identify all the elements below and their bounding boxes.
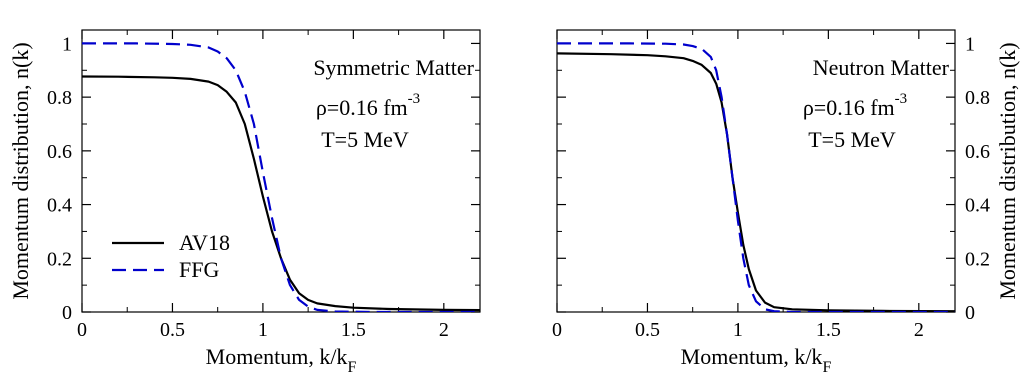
x-tick-label: 1 bbox=[258, 319, 268, 341]
plot-frame bbox=[556, 29, 956, 313]
x-tick-label: 1 bbox=[733, 319, 743, 341]
series-ffg-line bbox=[557, 42, 955, 312]
y-tick-label: 0 bbox=[965, 302, 975, 324]
x-tick-label: 0.5 bbox=[635, 319, 660, 341]
x-axis-label: Momentum, k/kF bbox=[681, 344, 832, 376]
y-tick-label: 0.2 bbox=[47, 248, 72, 270]
x-tick-label: 0.5 bbox=[160, 319, 185, 341]
plot-frame bbox=[81, 29, 481, 313]
legend-label-ffg: FFG bbox=[179, 257, 219, 282]
annotation-title: Neutron Matter bbox=[813, 55, 950, 80]
y-tick-label: 1 bbox=[62, 33, 72, 55]
x-tick-label: 2 bbox=[914, 319, 924, 341]
y-tick-label: 0.4 bbox=[965, 195, 990, 217]
x-tick-label: 1.5 bbox=[341, 319, 366, 341]
annotation-temperature: T=5 MeV bbox=[321, 127, 409, 152]
y-axis-label: Momentum distribution, n(k) bbox=[8, 42, 33, 299]
y-tick-label: 0.8 bbox=[965, 87, 990, 109]
x-tick-label: 0 bbox=[77, 319, 87, 341]
series-av18-line bbox=[82, 75, 480, 312]
annotation-title: Symmetric Matter bbox=[313, 55, 474, 80]
y-tick-label: 0.8 bbox=[47, 87, 72, 109]
legend-label-av18: AV18 bbox=[179, 230, 230, 255]
series-ffg-line bbox=[82, 42, 480, 312]
y-tick-label: 0.2 bbox=[965, 248, 990, 270]
y-tick-label: 0.6 bbox=[965, 141, 990, 163]
annotation-temperature: T=5 MeV bbox=[808, 127, 896, 152]
panel-2: 0 0.5 1 1.5 2 0 0.2 0.4 0.6 0.8 1 Neutron Matter ρ=0… bbox=[552, 29, 1020, 376]
annotation-density: ρ=0.16 fm-3 bbox=[316, 91, 420, 120]
y-tick-label: 0.4 bbox=[47, 195, 72, 217]
x-tick-label: 1.5 bbox=[816, 319, 841, 341]
x-tick-label: 0 bbox=[552, 319, 562, 341]
x-axis-label: Momentum, k/kF bbox=[206, 344, 357, 376]
y-axis-label: Momentum distribution, n(k) bbox=[995, 42, 1020, 299]
y-tick-label: 0 bbox=[62, 302, 72, 324]
annotation-density: ρ=0.16 fm-3 bbox=[803, 91, 907, 120]
y-tick-label: 1 bbox=[965, 33, 975, 55]
panel-1: 0 0.5 1 1.5 2 0 0.2 0.4 0.6 0.8 1 Symmetric Matter ρ… bbox=[8, 29, 481, 376]
x-tick-label: 2 bbox=[439, 319, 449, 341]
y-tick-label: 0.6 bbox=[47, 141, 72, 163]
